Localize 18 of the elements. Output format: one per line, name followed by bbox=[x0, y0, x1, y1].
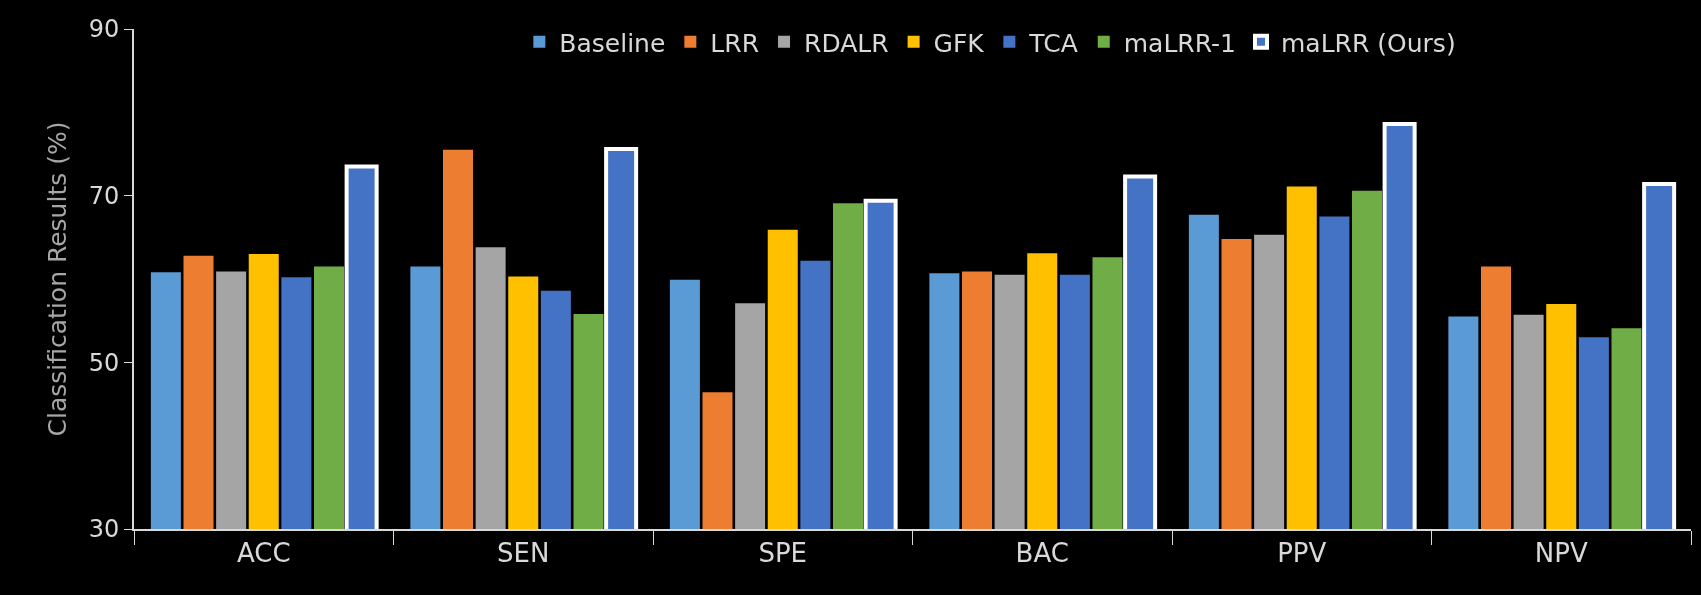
legend-label: Baseline bbox=[559, 28, 666, 58]
legend-label: LRR bbox=[710, 28, 760, 58]
y-axis-title: Classification Results (%) bbox=[42, 121, 72, 437]
y-tick-label: 30 bbox=[88, 515, 120, 544]
y-tick-label: 50 bbox=[88, 348, 120, 377]
x-tick-label: PPV bbox=[1277, 538, 1327, 569]
x-tick-label: BAC bbox=[1015, 538, 1069, 569]
legend-label: maLRR (Ours) bbox=[1281, 28, 1456, 58]
x-tick-label: SPE bbox=[758, 538, 808, 569]
y-tick-label: 90 bbox=[88, 15, 120, 44]
x-tick-label: NPV bbox=[1534, 538, 1588, 569]
x-tick-label: ACC bbox=[236, 538, 291, 569]
legend-label: GFK bbox=[933, 28, 985, 58]
legend-label: RDALR bbox=[804, 28, 889, 58]
legend-label: TCA bbox=[1028, 28, 1078, 58]
x-tick-label: SEN bbox=[497, 538, 550, 569]
legend-label: maLRR-1 bbox=[1123, 28, 1237, 58]
y-tick-label: 70 bbox=[88, 182, 120, 211]
